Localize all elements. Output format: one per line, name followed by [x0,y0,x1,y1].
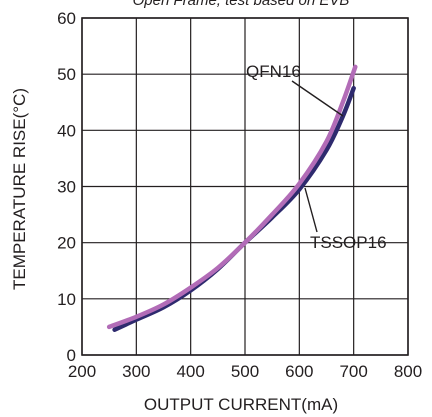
y-tick-label: 30 [57,178,76,197]
x-tick-label: 300 [122,362,150,381]
grid [81,17,409,356]
y-tick-label: 40 [57,121,76,140]
x-tick-label: 700 [339,362,367,381]
tick-labels: 200 300 400 500 600 700 800 0 10 20 30 40 50 60 [57,9,422,381]
y-tick-label: 20 [57,234,76,253]
y-tick-label: 60 [57,9,76,28]
y-tick-label: 50 [57,65,76,84]
annotation-leader-qfn16 [291,80,344,117]
annotation-tssop16: TSSOP16 [310,233,387,252]
chart-title: Open Frame, test based on EVB [133,0,350,9]
x-tick-label: 600 [285,362,313,381]
y-tick-label: 0 [67,346,76,365]
series-lines [106,64,358,332]
x-axis-label: OUTPUT CURRENT(mA) [144,395,338,414]
annotation-qfn16: QFN16 [246,62,301,81]
annotation-leader-tssop16 [304,187,318,233]
x-tick-label: 500 [231,362,259,381]
x-tick-label: 400 [176,362,204,381]
plot-frame [81,17,409,356]
annotations: QFN16 TSSOP16 [246,62,387,252]
series-line-tssop16 [112,85,356,332]
x-tick-label: 200 [68,362,96,381]
x-tick-label: 800 [394,362,422,381]
y-tick-label: 10 [57,290,76,309]
series-line-qfn16 [106,64,358,330]
y-axis-label: TEMPERATURE RISE(°C) [10,88,29,290]
